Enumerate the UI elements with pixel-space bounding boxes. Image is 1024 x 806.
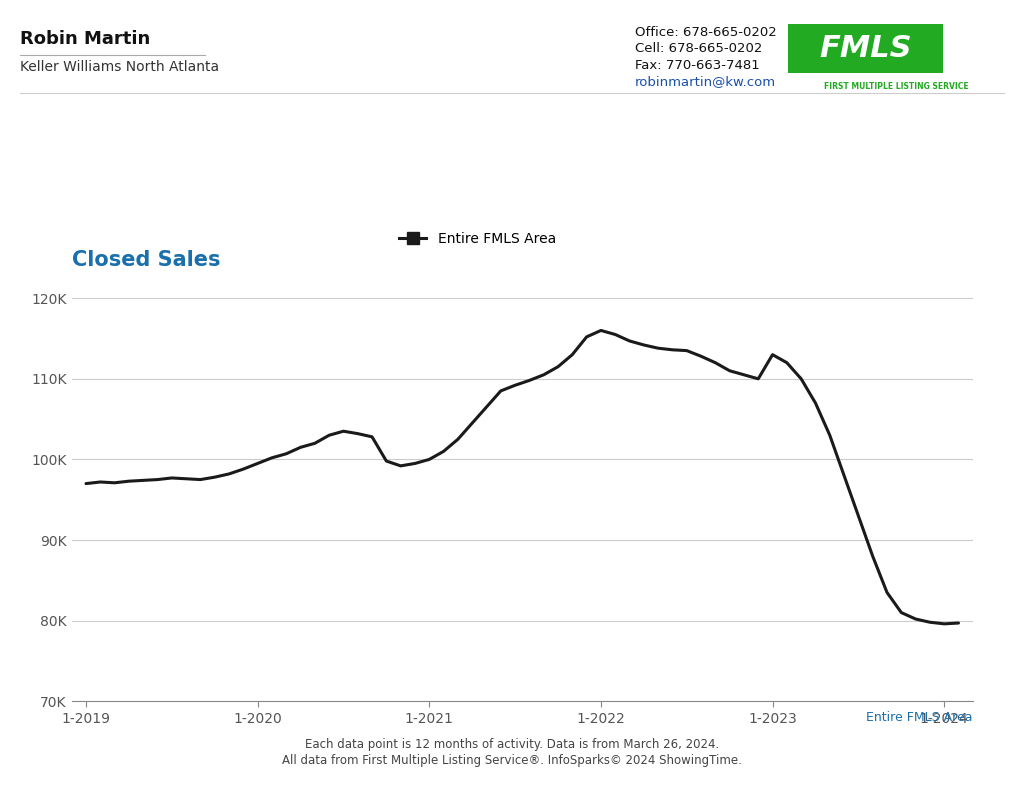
Text: FMLS: FMLS	[819, 34, 912, 63]
Text: Robin Martin: Robin Martin	[20, 31, 151, 48]
Text: robinmartin@kw.com: robinmartin@kw.com	[635, 75, 776, 88]
Text: Cell: 678-665-0202: Cell: 678-665-0202	[635, 43, 762, 56]
Legend: Entire FMLS Area: Entire FMLS Area	[393, 226, 561, 251]
Text: Keller Williams North Atlanta: Keller Williams North Atlanta	[20, 60, 219, 74]
Text: Office: 678-665-0202: Office: 678-665-0202	[635, 27, 776, 39]
Text: Entire FMLS Area: Entire FMLS Area	[866, 712, 973, 725]
Text: All data from First Multiple Listing Service®. InfoSparks© 2024 ShowingTime.: All data from First Multiple Listing Ser…	[282, 754, 742, 767]
Text: FIRST MULTIPLE LISTING SERVICE: FIRST MULTIPLE LISTING SERVICE	[823, 81, 969, 91]
FancyBboxPatch shape	[788, 24, 943, 73]
Text: Fax: 770-663-7481: Fax: 770-663-7481	[635, 59, 760, 72]
Text: Each data point is 12 months of activity. Data is from March 26, 2024.: Each data point is 12 months of activity…	[305, 738, 719, 751]
Text: Closed Sales: Closed Sales	[72, 250, 220, 270]
